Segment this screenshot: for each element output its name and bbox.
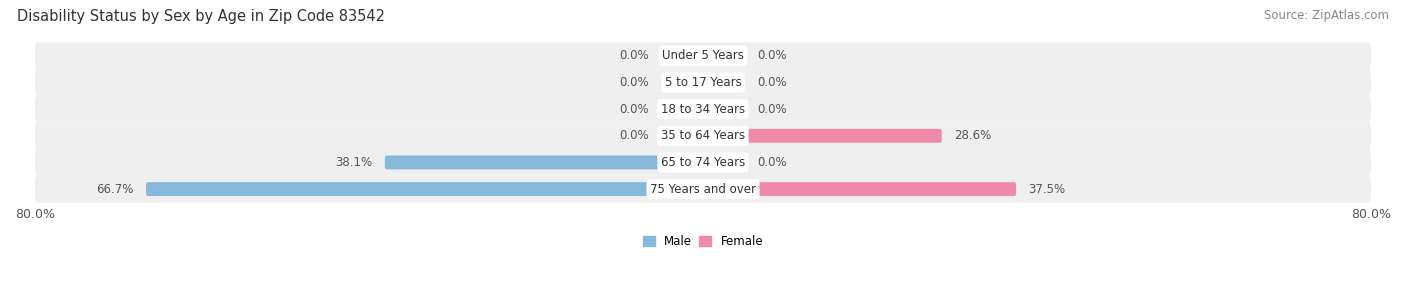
Text: 0.0%: 0.0%	[758, 76, 787, 89]
Text: 37.5%: 37.5%	[1029, 183, 1066, 196]
FancyBboxPatch shape	[385, 156, 703, 169]
FancyBboxPatch shape	[35, 149, 1371, 176]
FancyBboxPatch shape	[35, 122, 1371, 149]
Text: 75 Years and over: 75 Years and over	[650, 183, 756, 196]
FancyBboxPatch shape	[35, 96, 1371, 122]
Text: 0.0%: 0.0%	[758, 49, 787, 62]
Legend: Male, Female: Male, Female	[643, 235, 763, 248]
Text: 66.7%: 66.7%	[96, 183, 134, 196]
Text: 0.0%: 0.0%	[619, 102, 648, 116]
FancyBboxPatch shape	[661, 76, 703, 89]
FancyBboxPatch shape	[703, 156, 745, 169]
Text: 65 to 74 Years: 65 to 74 Years	[661, 156, 745, 169]
FancyBboxPatch shape	[703, 49, 745, 63]
FancyBboxPatch shape	[703, 129, 942, 143]
Text: Disability Status by Sex by Age in Zip Code 83542: Disability Status by Sex by Age in Zip C…	[17, 9, 385, 24]
Text: 0.0%: 0.0%	[758, 156, 787, 169]
FancyBboxPatch shape	[661, 129, 703, 143]
FancyBboxPatch shape	[35, 69, 1371, 96]
FancyBboxPatch shape	[703, 182, 1017, 196]
Text: 38.1%: 38.1%	[335, 156, 373, 169]
FancyBboxPatch shape	[661, 49, 703, 63]
FancyBboxPatch shape	[703, 76, 745, 89]
Text: 28.6%: 28.6%	[955, 129, 991, 142]
FancyBboxPatch shape	[703, 102, 745, 116]
Text: 0.0%: 0.0%	[619, 49, 648, 62]
FancyBboxPatch shape	[35, 42, 1371, 69]
Text: 18 to 34 Years: 18 to 34 Years	[661, 102, 745, 116]
FancyBboxPatch shape	[146, 182, 703, 196]
Text: 0.0%: 0.0%	[619, 76, 648, 89]
Text: 35 to 64 Years: 35 to 64 Years	[661, 129, 745, 142]
FancyBboxPatch shape	[661, 102, 703, 116]
Text: Source: ZipAtlas.com: Source: ZipAtlas.com	[1264, 9, 1389, 22]
Text: 0.0%: 0.0%	[758, 102, 787, 116]
Text: Under 5 Years: Under 5 Years	[662, 49, 744, 62]
Text: 0.0%: 0.0%	[619, 129, 648, 142]
FancyBboxPatch shape	[35, 176, 1371, 203]
Text: 5 to 17 Years: 5 to 17 Years	[665, 76, 741, 89]
